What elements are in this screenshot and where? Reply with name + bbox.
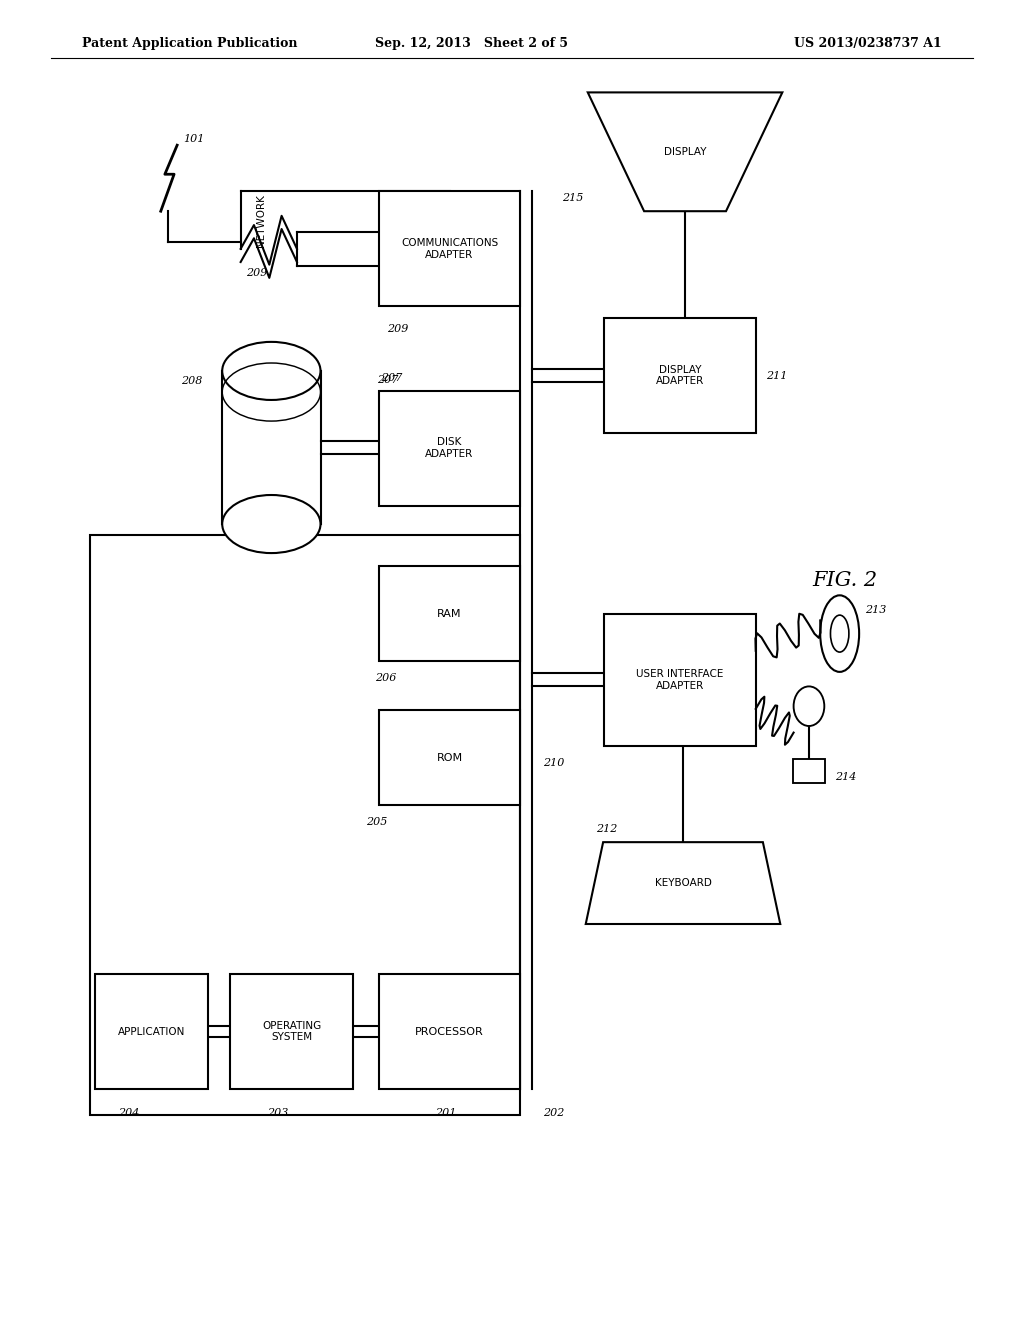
- Bar: [379, 391, 520, 506]
- Text: Patent Application Publication: Patent Application Publication: [82, 37, 297, 50]
- Text: 213: 213: [865, 605, 887, 615]
- Polygon shape: [588, 92, 782, 211]
- Text: USER INTERFACE
ADAPTER: USER INTERFACE ADAPTER: [636, 669, 724, 690]
- Text: 210: 210: [543, 758, 564, 768]
- Text: 208: 208: [181, 376, 203, 387]
- Ellipse shape: [222, 495, 321, 553]
- Bar: [604, 614, 756, 746]
- Bar: [379, 710, 520, 805]
- Polygon shape: [586, 842, 780, 924]
- Bar: [379, 974, 520, 1089]
- Text: 202: 202: [543, 1107, 564, 1118]
- Text: DISK
ADAPTER: DISK ADAPTER: [425, 437, 474, 459]
- Text: Sep. 12, 2013   Sheet 2 of 5: Sep. 12, 2013 Sheet 2 of 5: [375, 37, 567, 50]
- Bar: [90, 535, 520, 1115]
- Text: 215: 215: [562, 193, 584, 203]
- Text: ROM: ROM: [436, 752, 463, 763]
- Text: RAM: RAM: [437, 609, 462, 619]
- Text: 101: 101: [183, 133, 205, 144]
- Text: 209: 209: [246, 268, 267, 277]
- Text: 207: 207: [377, 375, 398, 385]
- Text: KEYBOARD: KEYBOARD: [654, 878, 712, 888]
- Bar: [379, 191, 520, 306]
- Text: DISPLAY: DISPLAY: [664, 147, 707, 157]
- Ellipse shape: [820, 595, 859, 672]
- Bar: [230, 974, 353, 1089]
- Text: 203: 203: [267, 1107, 289, 1118]
- Text: 214: 214: [835, 772, 856, 783]
- Text: APPLICATION: APPLICATION: [118, 1027, 185, 1036]
- Text: FIG. 2: FIG. 2: [812, 572, 878, 590]
- Text: 209: 209: [387, 323, 409, 334]
- Text: DISPLAY
ADAPTER: DISPLAY ADAPTER: [655, 364, 705, 387]
- Text: 204: 204: [118, 1107, 139, 1118]
- Bar: [379, 566, 520, 661]
- Ellipse shape: [222, 342, 321, 400]
- Text: PROCESSOR: PROCESSOR: [415, 1027, 484, 1036]
- Bar: [95, 974, 208, 1089]
- Text: 207: 207: [381, 372, 402, 383]
- Bar: [793, 759, 825, 783]
- Text: US 2013/0238737 A1: US 2013/0238737 A1: [795, 37, 942, 50]
- Text: 211: 211: [766, 371, 787, 380]
- Text: OPERATING
SYSTEM: OPERATING SYSTEM: [262, 1020, 322, 1043]
- Text: COMMUNICATIONS
ADAPTER: COMMUNICATIONS ADAPTER: [401, 238, 498, 260]
- Bar: [604, 318, 756, 433]
- Ellipse shape: [794, 686, 824, 726]
- Text: 206: 206: [375, 673, 396, 684]
- Text: 201: 201: [435, 1107, 457, 1118]
- Text: 205: 205: [366, 817, 387, 828]
- Text: 212: 212: [596, 824, 617, 834]
- Text: NETWORK: NETWORK: [256, 194, 266, 247]
